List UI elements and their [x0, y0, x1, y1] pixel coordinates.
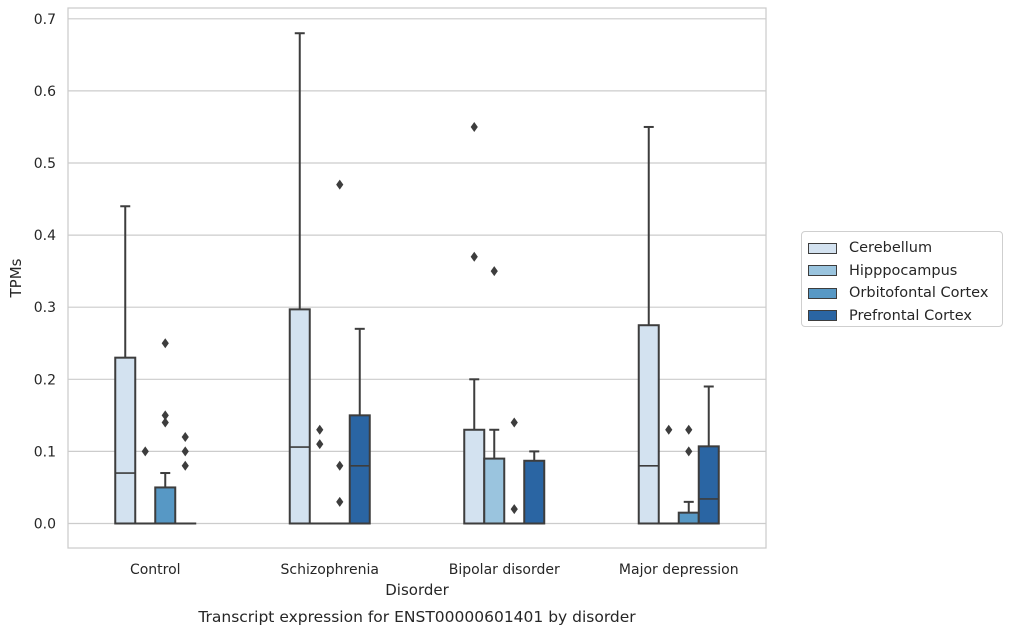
box [463, 428, 486, 525]
x-tick-label: Control [130, 562, 181, 578]
outlier-point [470, 121, 478, 132]
x-axis-label: Disorder [385, 581, 449, 599]
legend-label: Prefrontal Cortex [849, 307, 972, 324]
grid-lines [68, 18, 766, 525]
outlier-point [316, 439, 324, 450]
box [697, 445, 720, 525]
box-group [657, 424, 680, 525]
x-axis-ticks: Control Schizophrenia Bipolar disorder Majo… [130, 562, 739, 578]
box-group [308, 424, 331, 525]
outlier-point [161, 338, 169, 349]
box [677, 511, 700, 525]
x-tick-label: Major depression [619, 562, 739, 578]
y-tick-label: 0.3 [34, 300, 56, 316]
outlier-point [181, 431, 189, 442]
y-axis-ticks: 0.0 0.1 0.2 0.3 0.4 0.5 0.6 0.7 [34, 12, 56, 533]
chart-title: Transcript expression for ENST0000060140… [197, 608, 636, 626]
legend-swatch [808, 310, 837, 322]
legend-swatch [808, 265, 837, 277]
legend: Cerebellum Hipppocampus Orbitofontal Cor… [801, 231, 1003, 327]
outlier-point [141, 446, 149, 457]
y-tick-label: 0.1 [34, 444, 56, 460]
legend-item-hippocampus: Hipppocampus [808, 260, 1002, 283]
outlier-point [336, 460, 344, 471]
legend-label: Orbitofontal Cortex [849, 285, 989, 302]
outlier-point [161, 417, 169, 428]
outlier-point [336, 179, 344, 190]
outlier-point [336, 496, 344, 507]
legend-label: Cerebellum [849, 240, 933, 257]
y-axis-label: TPMs [7, 258, 25, 298]
plot-frame [67, 7, 767, 549]
box-group [503, 417, 526, 525]
box-plot-series [114, 32, 720, 525]
box-group [463, 121, 486, 525]
box [348, 414, 371, 525]
outlier-point [316, 424, 324, 435]
outlier-point [161, 410, 169, 421]
outlier-point [470, 251, 478, 262]
box [483, 457, 506, 525]
y-tick-label: 0.6 [34, 84, 56, 100]
y-tick-label: 0.4 [34, 228, 56, 244]
y-tick-label: 0.5 [34, 156, 56, 172]
y-tick-label: 0.2 [34, 372, 56, 388]
box-group [348, 327, 371, 525]
box [637, 324, 660, 525]
legend-swatch [808, 242, 837, 254]
box-group [483, 266, 506, 525]
box-group [154, 338, 177, 525]
outlier-point [665, 424, 673, 435]
box [523, 459, 546, 525]
outlier-point [510, 504, 518, 515]
legend-item-cerebellum: Cerebellum [808, 237, 1002, 260]
box-group [328, 179, 351, 525]
box-group [637, 125, 660, 525]
box-group [174, 431, 197, 525]
outlier-point [181, 446, 189, 457]
box [288, 308, 311, 525]
box [154, 486, 177, 525]
box-group [134, 446, 157, 525]
legend-item-orbitofrontal-cortex: Orbitofontal Cortex [808, 282, 1002, 305]
outlier-point [510, 417, 518, 428]
legend-label: Hipppocampus [849, 262, 958, 279]
legend-swatch [808, 287, 837, 299]
box-group [523, 450, 546, 525]
box [114, 356, 137, 525]
box-group [288, 32, 311, 525]
x-tick-label: Bipolar disorder [449, 562, 560, 578]
outlier-point [685, 446, 693, 457]
outlier-point [685, 424, 693, 435]
y-tick-label: 0.0 [34, 516, 56, 532]
legend-item-prefrontal-cortex: Prefrontal Cortex [808, 305, 1002, 328]
y-tick-label: 0.7 [34, 12, 56, 28]
box-group [114, 205, 137, 525]
box-group [677, 424, 700, 525]
x-tick-label: Schizophrenia [281, 562, 379, 578]
outlier-point [181, 460, 189, 471]
outlier-point [490, 266, 498, 277]
box-group [697, 385, 720, 525]
